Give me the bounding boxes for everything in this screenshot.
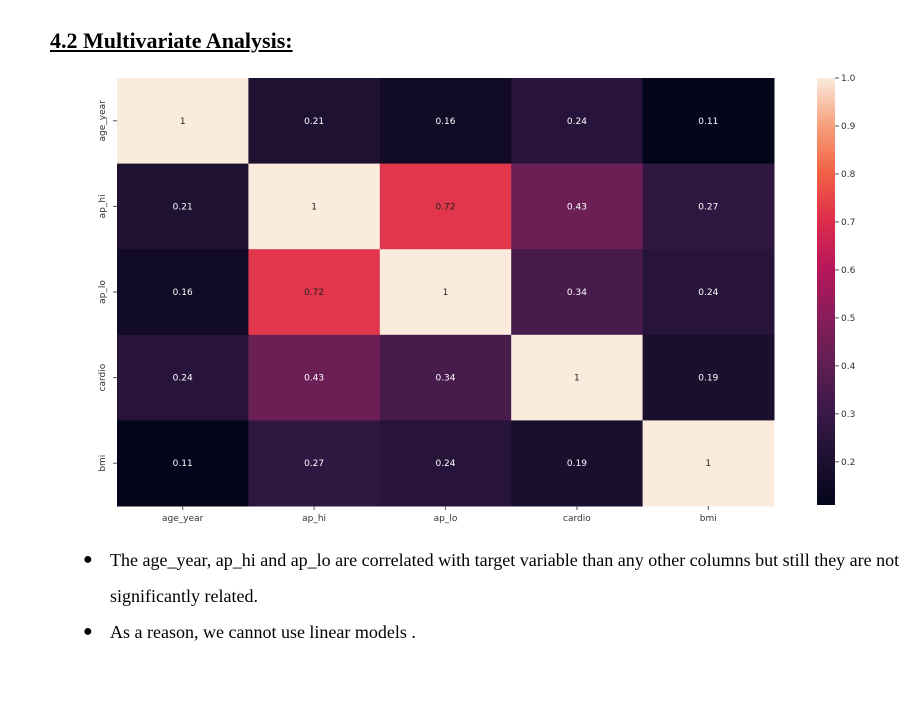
cell-value-label: 0.21 xyxy=(304,117,324,127)
cell-value-label: 0.34 xyxy=(435,374,455,384)
heatmap-cell xyxy=(511,78,644,165)
cell-value-label: 1 xyxy=(311,202,317,212)
y-tick-label: ap_lo xyxy=(98,280,108,304)
cell-value-label: 0.11 xyxy=(173,459,193,469)
colorbar-tick-label: 0.3 xyxy=(841,410,855,420)
heatmap-cell xyxy=(642,249,775,336)
correlation-heatmap: 1 0.21 0.16 0.24 0.110.21 1 0.72 0.43 0.270.16 0.… xyxy=(98,74,856,524)
cell-value-label: 0.16 xyxy=(435,117,455,127)
heatmap-cell xyxy=(511,334,644,421)
y-tick-label: ap_hi xyxy=(98,194,108,218)
cell-value-label: 0.43 xyxy=(567,202,587,212)
colorbar-tick-label: 0.6 xyxy=(841,266,856,276)
cell-value-label: 0.21 xyxy=(173,202,193,212)
heatmap-cell xyxy=(379,163,512,250)
heatmap-cell xyxy=(511,249,644,336)
cell-value-label: 0.27 xyxy=(304,459,324,469)
heatmap-cell xyxy=(248,249,381,336)
heatmap-cell xyxy=(642,420,775,507)
colorbar xyxy=(817,78,835,505)
cell-value-label: 0.24 xyxy=(173,374,193,384)
cell-value-label: 0.16 xyxy=(173,288,193,298)
heatmap-cell xyxy=(117,78,249,165)
x-tick-label: age_year xyxy=(162,514,204,524)
cell-value-label: 0.72 xyxy=(304,288,324,298)
heatmap-cell xyxy=(379,249,512,336)
colorbar-tick-label: 0.9 xyxy=(841,122,856,132)
bullet-list: ● The age_year, ap_hi and ap_lo are corre… xyxy=(80,542,900,650)
cell-value-label: 0.19 xyxy=(567,459,587,469)
cell-value-label: 1 xyxy=(443,288,449,298)
colorbar-tick-label: 0.8 xyxy=(841,170,856,180)
cell-value-label: 0.72 xyxy=(435,202,455,212)
heatmap-cell xyxy=(379,334,512,421)
heatmap-cell xyxy=(379,78,512,165)
colorbar-tick-label: 0.2 xyxy=(841,458,855,468)
bullet-item: ● As a reason, we cannot use linear model… xyxy=(80,614,900,650)
y-tick-label: bmi xyxy=(98,455,108,472)
heatmap-cell xyxy=(248,78,381,165)
heatmap-cell xyxy=(511,163,644,250)
heatmap-cell xyxy=(248,334,381,421)
bullet-item: ● The age_year, ap_hi and ap_lo are corre… xyxy=(80,542,900,614)
colorbar-tick-label: 1.0 xyxy=(841,74,856,84)
x-tick-label: cardio xyxy=(563,514,591,524)
cell-value-label: 1 xyxy=(574,374,580,384)
heatmap-cell xyxy=(117,334,249,421)
bullet-text: As a reason, we cannot use linear models… xyxy=(110,622,416,642)
colorbar-tick-label: 0.5 xyxy=(841,314,855,324)
colorbar-tick-label: 0.7 xyxy=(841,218,855,228)
x-tick-label: bmi xyxy=(700,514,717,524)
colorbar-tick-label: 0.4 xyxy=(841,362,856,372)
heatmap-cell xyxy=(642,163,775,250)
cell-value-label: 1 xyxy=(705,459,711,469)
cell-value-label: 0.11 xyxy=(698,117,718,127)
bullet-icon: ● xyxy=(83,551,93,568)
heatmap-cell xyxy=(117,420,249,507)
cell-value-label: 1 xyxy=(180,117,186,127)
y-tick-label: cardio xyxy=(98,363,108,391)
bullet-icon: ● xyxy=(83,623,93,640)
y-tick-label: age_year xyxy=(98,100,108,142)
heatmap-cell xyxy=(248,420,381,507)
heatmap-cell xyxy=(379,420,512,507)
heatmap-cell xyxy=(642,334,775,421)
cell-value-label: 0.24 xyxy=(567,117,587,127)
cell-value-label: 0.24 xyxy=(698,288,718,298)
section-heading: 4.2 Multivariate Analysis: xyxy=(50,28,293,53)
heatmap-cell xyxy=(642,78,775,165)
bullet-text: The age_year, ap_hi and ap_lo are correl… xyxy=(110,550,900,606)
heatmap-cell xyxy=(511,420,644,507)
x-tick-label: ap_lo xyxy=(434,514,458,524)
x-tick-label: ap_hi xyxy=(302,514,326,524)
cell-value-label: 0.19 xyxy=(698,374,718,384)
cell-value-label: 0.24 xyxy=(435,459,455,469)
cell-value-label: 0.43 xyxy=(304,374,324,384)
cell-value-label: 0.34 xyxy=(567,288,587,298)
heatmap-cell xyxy=(117,163,249,250)
cell-value-label: 0.27 xyxy=(698,202,718,212)
heatmap-cell xyxy=(248,163,381,250)
heatmap-cell xyxy=(117,249,249,336)
